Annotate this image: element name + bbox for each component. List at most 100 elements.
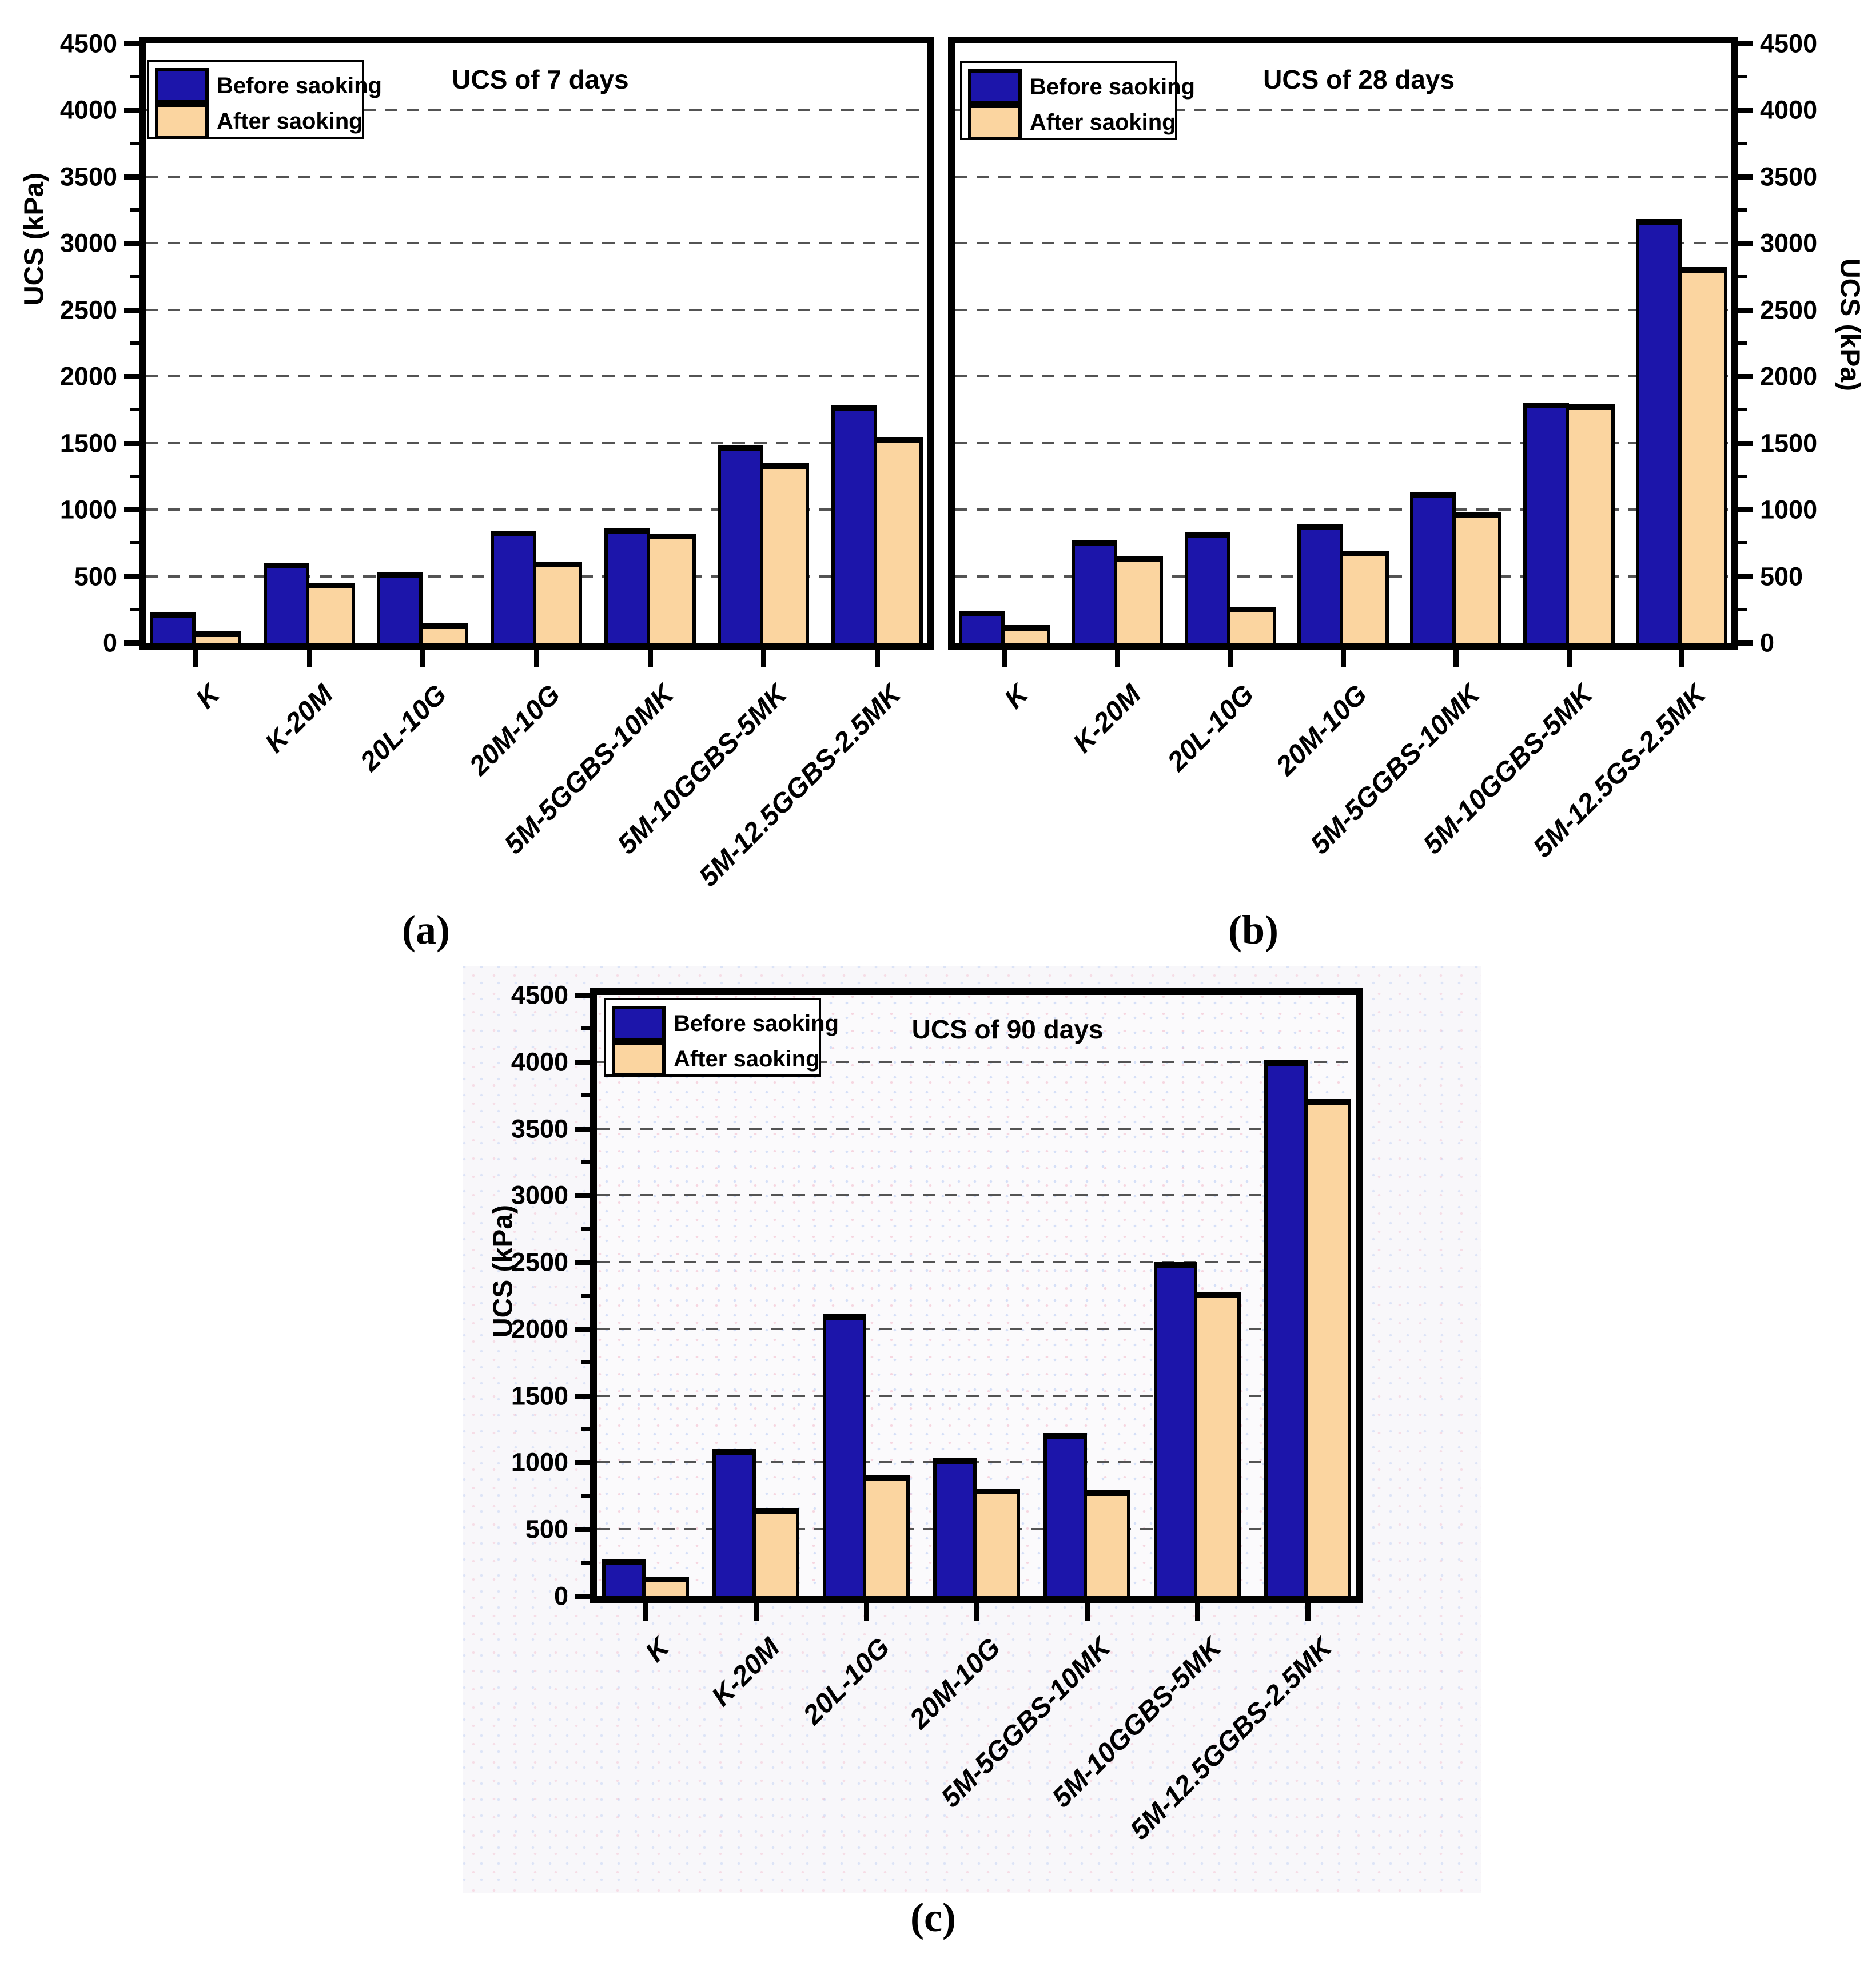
y-major-tick — [1738, 574, 1753, 579]
x-tick — [1679, 650, 1685, 667]
bar-before — [602, 1559, 646, 1600]
bar-before — [1072, 540, 1118, 647]
gridline-3500 — [955, 175, 1731, 178]
y-major-tick — [575, 993, 590, 998]
x-tick — [761, 650, 767, 667]
y-minor-tick — [130, 474, 139, 478]
legend: Before saoking After saoking — [960, 61, 1195, 140]
legend-label: Before saoking — [674, 1010, 839, 1036]
y-major-tick — [124, 640, 139, 646]
bar-after — [305, 583, 355, 647]
bar-after — [1678, 267, 1728, 647]
y-major-tick — [575, 1193, 590, 1199]
y-minor-tick — [581, 1294, 590, 1298]
bar-before — [491, 531, 536, 647]
legend-item: After saoking — [155, 104, 363, 139]
bar-before — [712, 1449, 756, 1600]
y-minor-tick — [581, 1160, 590, 1164]
chart-title: UCS of 90 days — [911, 1014, 1104, 1044]
y-minor-tick — [130, 607, 139, 611]
y-minor-tick — [130, 541, 139, 545]
y-tick-label: 2500 — [1760, 295, 1818, 325]
y-tick-label: 4000 — [1760, 95, 1818, 125]
y-major-tick — [575, 1059, 590, 1065]
y-axis-title: UCS (kPa) — [488, 1204, 519, 1338]
legend: Before saoking After saoking — [147, 60, 382, 139]
bar-after — [533, 561, 582, 647]
x-tick-label: K — [190, 679, 226, 715]
bar-before — [1636, 219, 1682, 647]
x-tick — [1341, 650, 1346, 667]
bar-before — [377, 572, 423, 647]
y-minor-tick — [1738, 607, 1747, 611]
y-minor-tick — [581, 1093, 590, 1097]
legend: Before saoking After saoking — [604, 998, 839, 1077]
y-minor-tick — [130, 75, 139, 79]
bar-before — [831, 405, 877, 647]
x-tick-label: K-20M — [259, 679, 339, 759]
bar-before — [150, 612, 196, 647]
x-tick — [974, 1603, 979, 1621]
gridline-3000 — [146, 242, 927, 245]
y-major-tick — [124, 108, 139, 113]
bar-after — [419, 623, 469, 647]
x-tick-label: 20M-10G — [464, 679, 567, 782]
y-tick-label: 1500 — [1760, 428, 1818, 458]
bar-before — [1043, 1433, 1088, 1600]
gridline-2500 — [146, 308, 927, 311]
y-tick-label: 1500 — [511, 1381, 568, 1411]
y-tick-label: 3000 — [511, 1180, 568, 1210]
y-axis-title: UCS (kPa) — [1834, 258, 1865, 392]
bar-after — [862, 1475, 910, 1600]
y-minor-tick — [130, 341, 139, 345]
y-minor-tick — [130, 408, 139, 412]
bar-after — [973, 1488, 1020, 1600]
y-major-tick — [124, 174, 139, 180]
legend-item: After saoking — [612, 1041, 820, 1077]
y-minor-tick — [1738, 408, 1747, 412]
y-tick-label: 3000 — [1760, 228, 1818, 258]
x-tick — [643, 1603, 648, 1621]
bar-after — [1226, 607, 1276, 647]
legend-label: After saoking — [674, 1046, 820, 1072]
y-major-tick — [124, 307, 139, 313]
bar-after — [1194, 1292, 1241, 1600]
y-major-tick — [1738, 374, 1753, 380]
legend-label: After saoking — [217, 108, 363, 134]
y-major-tick — [575, 1260, 590, 1265]
y-tick-label: 1500 — [59, 428, 117, 458]
y-tick-label: 2000 — [511, 1314, 568, 1344]
legend-label: After saoking — [1030, 109, 1176, 135]
bar-after — [1340, 551, 1389, 647]
bar-after — [192, 631, 242, 647]
caption-a: (a) — [402, 907, 450, 953]
gridline-2000 — [146, 375, 927, 378]
gridline-1000 — [955, 508, 1731, 511]
legend-item: Before saoking — [155, 68, 382, 104]
bar-after — [1304, 1099, 1352, 1600]
y-minor-tick — [130, 208, 139, 212]
y-minor-tick — [1738, 75, 1747, 79]
bar-before — [1264, 1060, 1308, 1600]
x-tick — [1566, 650, 1572, 667]
y-minor-tick — [1738, 541, 1747, 545]
y-tick-label: 500 — [525, 1514, 568, 1544]
bar-before — [933, 1458, 977, 1600]
x-tick — [1453, 650, 1459, 667]
y-minor-tick — [130, 141, 139, 145]
x-tick — [1085, 1603, 1090, 1621]
y-major-tick — [124, 241, 139, 246]
gridline-2000 — [597, 1327, 1356, 1330]
y-major-tick — [1738, 241, 1753, 246]
y-major-tick — [1738, 640, 1753, 646]
x-tick — [1115, 650, 1121, 667]
bar-before — [958, 611, 1005, 647]
y-major-tick — [575, 1527, 590, 1533]
y-tick-label: 2000 — [59, 361, 117, 391]
legend-item: After saoking — [968, 105, 1176, 140]
x-tick-label: 20L-10G — [1162, 679, 1260, 778]
legend-label: Before saoking — [1030, 74, 1195, 100]
y-tick-label: 2500 — [511, 1247, 568, 1277]
gridline-1500 — [597, 1394, 1356, 1397]
